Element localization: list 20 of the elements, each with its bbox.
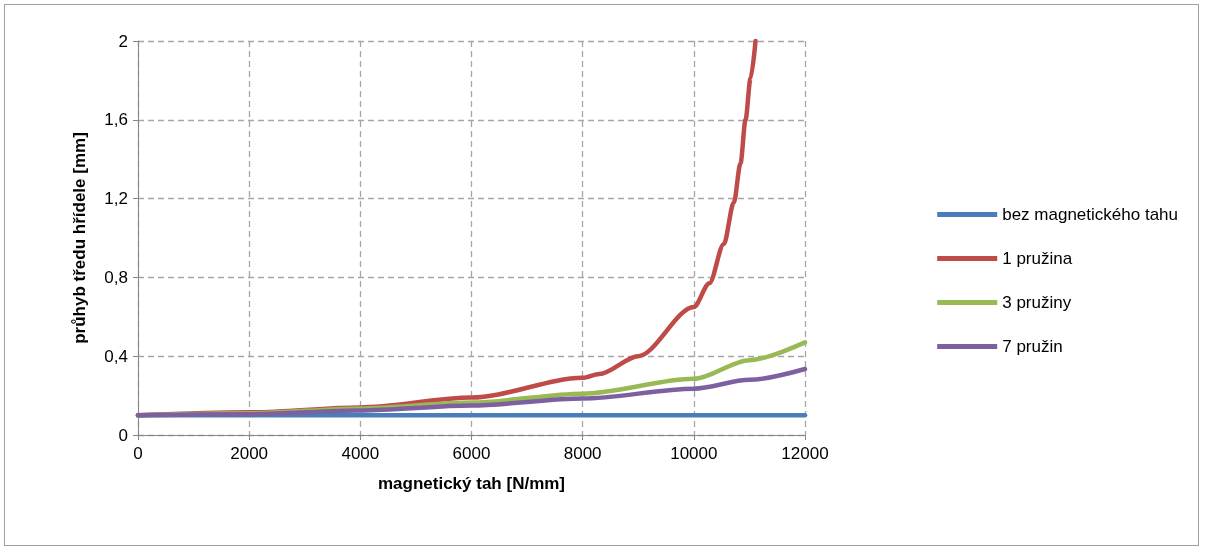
x-tick-label: 12000 <box>781 444 829 463</box>
x-tick-label: 6000 <box>452 444 491 463</box>
y-tick-label: 1,2 <box>104 189 128 209</box>
legend-label: bez magnetického tahu <box>1002 205 1179 224</box>
y-axis-title: průhyb tředu hřídele [mm] <box>70 132 89 344</box>
legend-label: 3 pružiny <box>1002 293 1072 312</box>
x-tick-label: 4000 <box>341 444 380 463</box>
y-tick-label: 0,4 <box>104 346 128 366</box>
x-tick-label: 2000 <box>230 444 269 463</box>
x-tick-label: 0 <box>133 444 143 463</box>
y-tick-label: 2 <box>118 31 128 51</box>
x-tick-label: 8000 <box>563 444 602 463</box>
y-tick-label: 1,6 <box>104 110 128 130</box>
x-axis-title: magnetický tah [N/mm] <box>377 474 566 493</box>
y-tick-label: 0 <box>118 425 128 445</box>
legend-label: 7 pružin <box>1002 337 1063 356</box>
line-series <box>135 366 808 418</box>
legend-label: 1 pružina <box>1002 249 1073 268</box>
x-tick-label: 10000 <box>670 444 718 463</box>
y-tick-label: 0,8 <box>104 267 128 287</box>
